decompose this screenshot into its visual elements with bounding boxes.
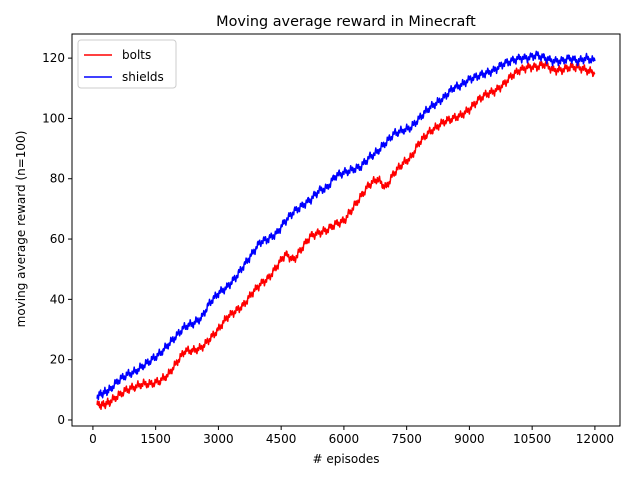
series-line-bolts xyxy=(96,60,596,411)
x-axis-label: # episodes xyxy=(312,452,379,466)
x-tick-label: 7500 xyxy=(391,432,422,446)
y-tick-label: 40 xyxy=(50,292,65,306)
y-tick-label: 0 xyxy=(57,413,65,427)
x-tick-label: 12000 xyxy=(576,432,614,446)
series-line-shields xyxy=(96,50,596,401)
plot-area xyxy=(71,33,621,427)
x-tick-label: 10500 xyxy=(513,432,551,446)
legend-label-shields: shields xyxy=(122,70,164,84)
legend-label-bolts: bolts xyxy=(122,48,151,62)
y-tick-label: 60 xyxy=(50,232,65,246)
x-tick-label: 4500 xyxy=(266,432,297,446)
y-tick-label: 80 xyxy=(50,172,65,186)
x-tick-label: 3000 xyxy=(203,432,234,446)
x-tick-label: 9000 xyxy=(454,432,485,446)
plot-frame xyxy=(71,33,621,427)
y-tick-label: 120 xyxy=(42,51,65,65)
legend-box xyxy=(77,39,177,89)
y-tick-label: 100 xyxy=(42,111,65,125)
x-tick-label: 1500 xyxy=(140,432,171,446)
y-tick-label: 20 xyxy=(50,353,65,367)
chart-title: Moving average reward in Minecraft xyxy=(216,14,476,30)
x-tick-label: 6000 xyxy=(329,432,360,446)
x-tick-label: 0 xyxy=(89,432,97,446)
y-axis: 0 20 40 60 80 100 120 xyxy=(42,51,72,427)
legend: bolts shields xyxy=(77,39,177,89)
x-axis: 0 1500 3000 4500 6000 7500 9000 10500 12000 xyxy=(89,426,614,446)
y-axis-label: moving average reward (n=100) xyxy=(14,131,28,328)
